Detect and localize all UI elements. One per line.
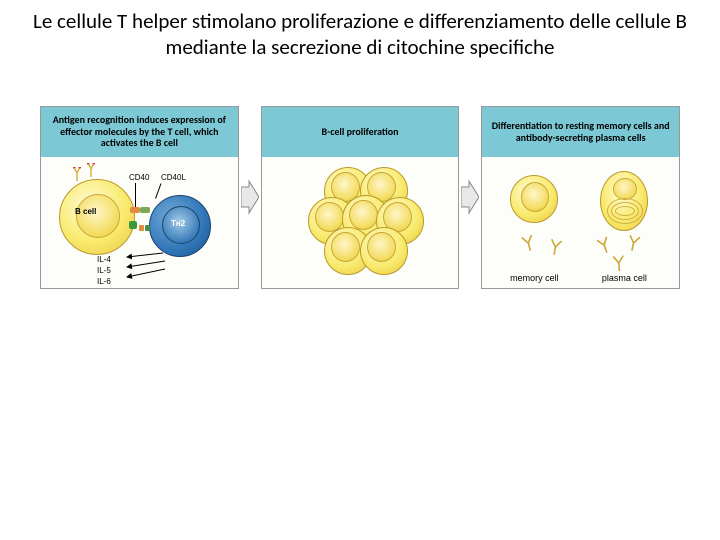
- antibody-icon: [547, 237, 564, 260]
- panel-proliferation: B-cell proliferation: [261, 106, 460, 289]
- cytokine-arrows: [119, 249, 169, 290]
- il6-label: IL-6: [97, 277, 111, 286]
- arrow-1: [241, 106, 259, 289]
- th2-label: Tʜ2: [171, 219, 185, 228]
- panel-row: Antigen recognition induces expression o…: [0, 106, 720, 289]
- panel1-header: Antigen recognition induces expression o…: [41, 107, 238, 157]
- mhc-peptide: [129, 221, 137, 229]
- ig-receptor: [87, 163, 93, 173]
- ig-receptor: [73, 167, 79, 177]
- memory-label: memory cell: [494, 273, 574, 283]
- arrow-2: [461, 106, 479, 289]
- tcr: [139, 219, 151, 229]
- bcell-label: B cell: [75, 207, 96, 216]
- plasma-cell: [600, 171, 648, 231]
- il4-label: IL-4: [97, 255, 111, 264]
- panel2-body: [262, 157, 459, 288]
- panel-antigen-recognition: Antigen recognition induces expression o…: [40, 106, 239, 289]
- memory-cell: [510, 175, 558, 223]
- il5-label: IL-5: [97, 266, 111, 275]
- antibody-icon: [520, 233, 539, 257]
- proliferating-bcell: [360, 227, 408, 275]
- cd40-label: CD40: [129, 173, 149, 182]
- cd40l-label: CD40L: [161, 173, 186, 182]
- cd40-line: [135, 183, 136, 207]
- panel2-header: B-cell proliferation: [262, 107, 459, 157]
- cd40-receptor: [130, 207, 140, 213]
- cd40l-receptor: [140, 207, 150, 213]
- cd40l-line: [155, 183, 161, 198]
- panel3-body: memory cell plasma cell: [482, 157, 679, 288]
- panel-differentiation: Differentiation to resting memory cells …: [481, 106, 680, 289]
- b-cell: [59, 179, 135, 255]
- panel1-body: B cell Tʜ2 CD40 CD40L: [41, 157, 238, 288]
- antibody-icon: [611, 254, 627, 276]
- panel3-header: Differentiation to resting memory cells …: [482, 107, 679, 157]
- antibody-icon: [624, 233, 642, 256]
- page-title: Le cellule T helper stimolano proliferaz…: [0, 0, 720, 61]
